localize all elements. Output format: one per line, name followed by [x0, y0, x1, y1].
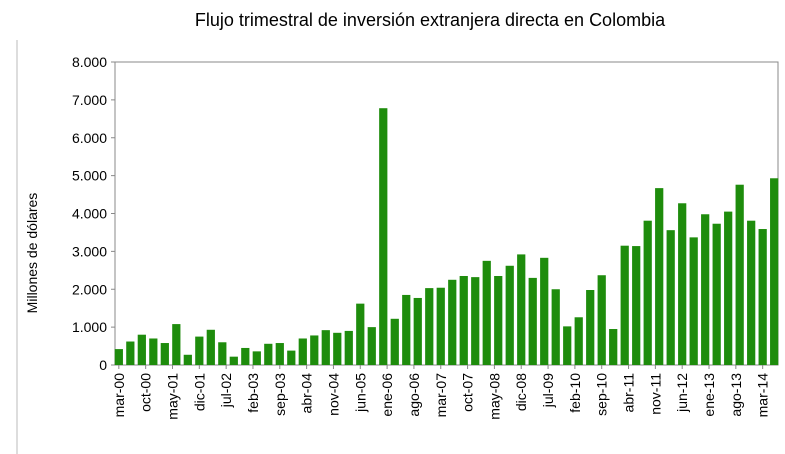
bar	[137, 334, 146, 365]
bar	[114, 349, 123, 365]
bar	[183, 354, 192, 365]
bar	[252, 351, 261, 365]
x-tick-label: ene-13	[701, 373, 717, 417]
bar	[632, 246, 641, 365]
y-tick-label: 2.000	[72, 281, 107, 297]
bar	[551, 289, 560, 365]
bar	[241, 347, 250, 365]
bar	[540, 257, 549, 365]
x-tick-label: ago-13	[728, 373, 744, 417]
x-tick-label: jul-02	[218, 373, 234, 408]
bar	[413, 297, 422, 365]
bar	[229, 356, 238, 365]
bar	[206, 329, 215, 365]
x-tick-label: may-01	[164, 373, 180, 420]
bar	[264, 343, 273, 365]
bar	[770, 178, 779, 365]
bar	[287, 350, 296, 365]
y-tick-label: 5.000	[72, 168, 107, 184]
bar	[505, 265, 514, 365]
bar	[735, 184, 744, 365]
bar	[712, 223, 721, 365]
x-tick-label: jun-05	[352, 373, 368, 413]
y-axis-label: Millones de dólares	[24, 193, 40, 314]
bar	[298, 338, 307, 365]
bar	[494, 275, 503, 365]
y-tick-label: 0	[99, 357, 107, 373]
bar	[459, 275, 468, 365]
x-tick-label: dic-01	[191, 373, 207, 411]
bar	[379, 108, 388, 366]
x-tick-label: mar-07	[433, 373, 449, 418]
y-tick-label: 1.000	[72, 319, 107, 335]
x-tick-label: nov-11	[647, 373, 663, 415]
bar	[643, 220, 652, 365]
bar	[149, 338, 158, 365]
bar	[597, 275, 606, 365]
bar	[195, 336, 204, 365]
y-tick-label: 6.000	[72, 130, 107, 146]
bar	[275, 343, 284, 365]
bar	[758, 229, 767, 365]
x-tick-label: mar-14	[755, 373, 771, 418]
bar	[390, 318, 399, 365]
bar	[172, 324, 181, 365]
bar	[747, 220, 756, 365]
bar	[344, 330, 353, 365]
bar	[126, 341, 135, 365]
x-tick-label: ene-06	[379, 373, 395, 417]
bar	[655, 188, 664, 365]
bar	[620, 245, 629, 365]
y-tick-label: 4.000	[72, 206, 107, 222]
x-tick-label: feb-10	[567, 373, 583, 413]
x-tick-label: oct-07	[460, 373, 476, 412]
bar	[367, 327, 376, 365]
x-tick-label: jul-09	[540, 373, 556, 408]
bar	[310, 335, 319, 365]
x-tick-label: abr-04	[299, 373, 315, 414]
x-tick-label: abr-11	[621, 373, 637, 413]
y-tick-label: 7.000	[72, 92, 107, 108]
bar	[666, 230, 675, 365]
bar	[586, 290, 595, 365]
bar	[471, 277, 480, 365]
y-tick-label: 3.000	[72, 243, 107, 259]
bar	[448, 279, 457, 365]
x-tick-label: oct-00	[138, 373, 154, 412]
x-tick-label: sep-03	[272, 373, 288, 416]
bar	[528, 277, 537, 365]
x-tick-label: feb-03	[245, 373, 261, 413]
bar	[609, 329, 618, 365]
x-tick-label: sep-10	[594, 373, 610, 416]
bar	[356, 303, 365, 365]
bar	[689, 237, 698, 365]
bar	[517, 254, 526, 365]
bar	[563, 326, 572, 365]
x-tick-label: mar-00	[111, 373, 127, 418]
bar	[218, 342, 227, 365]
bar	[574, 317, 583, 365]
bar	[724, 211, 733, 365]
x-tick-label: may-08	[486, 373, 502, 420]
bar	[482, 260, 491, 365]
x-tick-label: dic-08	[513, 373, 529, 411]
bar	[160, 343, 169, 365]
chart-title: Flujo trimestral de inversión extranjera…	[195, 10, 666, 30]
x-tick-label: ago-06	[406, 373, 422, 417]
bar	[321, 330, 330, 365]
bar	[333, 332, 342, 365]
bar	[402, 294, 411, 365]
bar	[678, 203, 687, 365]
bar	[701, 214, 710, 365]
x-tick-label: jun-12	[674, 373, 690, 413]
bar	[425, 288, 434, 365]
x-tick-label: nov-04	[325, 373, 341, 416]
bar	[436, 287, 445, 365]
y-tick-label: 8.000	[72, 54, 107, 70]
